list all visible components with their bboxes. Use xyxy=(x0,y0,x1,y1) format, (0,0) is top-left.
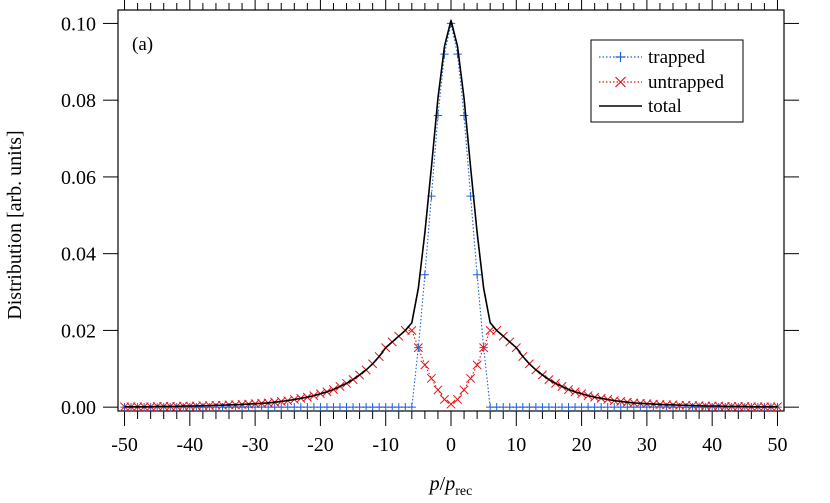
y-tick-label: 0.04 xyxy=(61,244,96,266)
data-point-trapped xyxy=(472,270,482,279)
x-tick-label: 10 xyxy=(506,434,526,456)
data-point-trapped xyxy=(407,402,417,412)
legend-label-trapped: trapped xyxy=(648,47,705,68)
legend-label-untrapped: untrapped xyxy=(648,72,724,93)
x-tick-label: -40 xyxy=(176,434,203,456)
data-point-trapped xyxy=(420,270,430,279)
data-point-trapped xyxy=(479,343,488,352)
data-point-trapped xyxy=(414,343,423,352)
series-line-total xyxy=(124,20,778,408)
x-tick-label: -10 xyxy=(372,434,399,456)
data-point-untrapped xyxy=(452,394,463,405)
legend-entry-trapped: trapped xyxy=(599,47,705,68)
x-tick-label: 40 xyxy=(702,434,722,456)
x-tick-label: -20 xyxy=(307,434,334,456)
data-point-trapped xyxy=(433,111,443,120)
legend-box xyxy=(590,39,744,123)
x-tick-label: -30 xyxy=(242,434,269,456)
legend: trapped untrapped total xyxy=(590,39,744,123)
y-tick-label: 0.08 xyxy=(61,90,96,112)
data-point-untrapped xyxy=(420,360,430,370)
legend-marker-trapped xyxy=(615,52,626,62)
y-tick-label: 0.02 xyxy=(61,320,96,342)
x-tick-label: 50 xyxy=(767,434,787,456)
legend-entry-untrapped: untrapped xyxy=(599,72,724,93)
data-point-trapped xyxy=(459,111,469,120)
x-tick-label: 20 xyxy=(572,434,592,456)
data-point-untrapped xyxy=(426,373,436,383)
data-point-untrapped xyxy=(407,325,417,335)
x-tick-label: 0 xyxy=(446,434,456,456)
y-axis-label: Distribution [arb. units] xyxy=(4,130,26,319)
y-tick-label: 0.10 xyxy=(61,13,96,35)
series-line-untrapped xyxy=(124,329,778,408)
legend-entry-total: total xyxy=(599,96,682,117)
panel-label: (a) xyxy=(132,34,153,55)
y-tick-label: 0.06 xyxy=(61,167,96,189)
x-tick-label: 30 xyxy=(637,434,657,456)
data-point-untrapped xyxy=(439,394,450,405)
data-point-untrapped xyxy=(433,385,443,395)
y-tick-label: 0.00 xyxy=(61,397,96,419)
x-tick-label: -50 xyxy=(111,434,138,456)
data-point-untrapped xyxy=(466,373,476,383)
data-point-untrapped xyxy=(446,399,456,409)
legend-marker-untrapped xyxy=(615,76,626,88)
data-point-untrapped xyxy=(485,325,495,335)
series-layer xyxy=(119,19,783,412)
data-point-untrapped xyxy=(459,385,469,395)
x-axis-label: p/prec xyxy=(428,473,473,498)
axis-ticks: -50 -40 -30 -20 -10 0 10 20 30 40 50 0.00 0.02 0.04 0.… xyxy=(61,0,799,456)
data-point-untrapped xyxy=(472,360,482,370)
legend-label-total: total xyxy=(648,96,682,117)
